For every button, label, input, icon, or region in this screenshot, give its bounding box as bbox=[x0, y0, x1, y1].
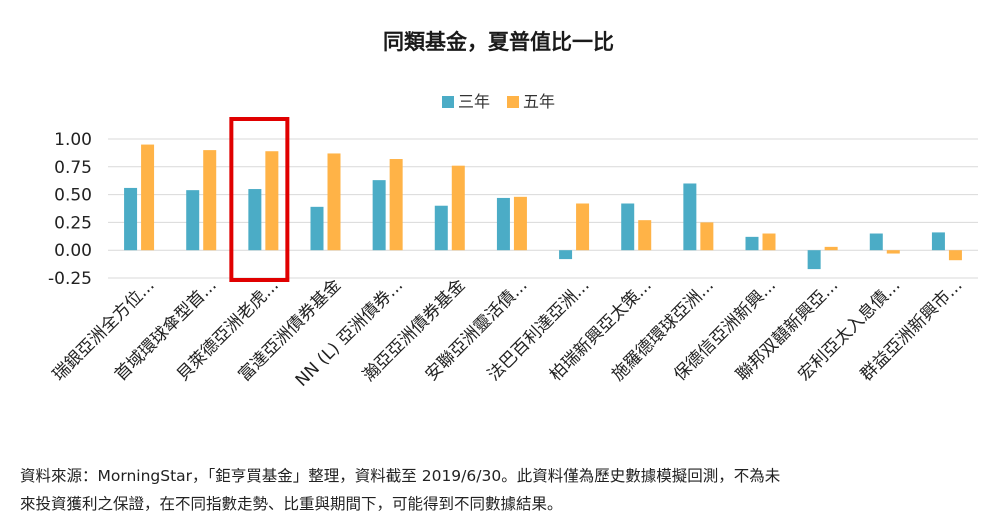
bar-three-year bbox=[931, 232, 945, 251]
bar-five-year bbox=[203, 150, 217, 251]
legend-swatch-three-year bbox=[441, 96, 454, 108]
y-tick-label: 0.50 bbox=[54, 186, 92, 206]
bar-five-year bbox=[762, 233, 776, 251]
bar-three-year bbox=[559, 250, 573, 260]
bar-five-year bbox=[638, 220, 652, 251]
y-tick-label: 0.00 bbox=[54, 241, 92, 261]
bar-five-year bbox=[141, 144, 155, 251]
bar-five-year bbox=[824, 246, 838, 251]
bar-three-year bbox=[621, 203, 635, 251]
bar-three-year bbox=[807, 250, 821, 270]
bar-five-year bbox=[389, 159, 403, 251]
source-note: 資料來源：MorningStar，「鉅亨買基金」整理，資料截至 2019/6/3… bbox=[20, 467, 781, 513]
bar-three-year bbox=[496, 197, 510, 251]
bar-three-year bbox=[683, 183, 697, 251]
bar-five-year bbox=[451, 165, 465, 251]
bar-three-year bbox=[434, 205, 448, 251]
legend-swatch-five-year bbox=[507, 96, 520, 108]
bar-five-year bbox=[886, 250, 900, 254]
chart-legend: 三年 五年 bbox=[0, 88, 997, 112]
y-tick-label: 0.25 bbox=[54, 213, 92, 233]
chart-plot: 1.000.750.500.250.00-0.25瑞銀亞洲全方位...首域環球傘… bbox=[48, 117, 978, 391]
y-tick-label: 1.00 bbox=[54, 130, 92, 150]
bar-three-year bbox=[124, 187, 138, 251]
bar-five-year bbox=[327, 153, 341, 251]
bar-three-year bbox=[745, 236, 759, 251]
bar-five-year bbox=[265, 151, 279, 251]
highlight-box bbox=[229, 117, 290, 282]
bar-five-year bbox=[700, 222, 714, 251]
legend-label-five-year: 五年 bbox=[523, 92, 556, 111]
bar-three-year bbox=[372, 180, 386, 251]
x-tick-label: NN (L) 亞洲債券... bbox=[292, 275, 407, 390]
legend-item-five-year: 五年 bbox=[507, 88, 555, 112]
bar-five-year bbox=[576, 203, 590, 251]
bar-three-year bbox=[248, 189, 262, 251]
bar-three-year bbox=[869, 233, 883, 251]
y-tick-label: 0.75 bbox=[54, 158, 92, 178]
bar-five-year bbox=[948, 250, 962, 261]
bar-five-year bbox=[513, 196, 527, 251]
legend-label-three-year: 三年 bbox=[457, 92, 490, 111]
legend-item-three-year: 三年 bbox=[441, 88, 490, 112]
x-tick-label: 瑞銀亞洲全方位... bbox=[49, 275, 159, 385]
chart-title: 同類基金，夏普值比一比 bbox=[383, 30, 614, 54]
y-tick-label: -0.25 bbox=[48, 269, 92, 289]
bar-three-year bbox=[186, 190, 200, 251]
bar-three-year bbox=[310, 206, 324, 251]
